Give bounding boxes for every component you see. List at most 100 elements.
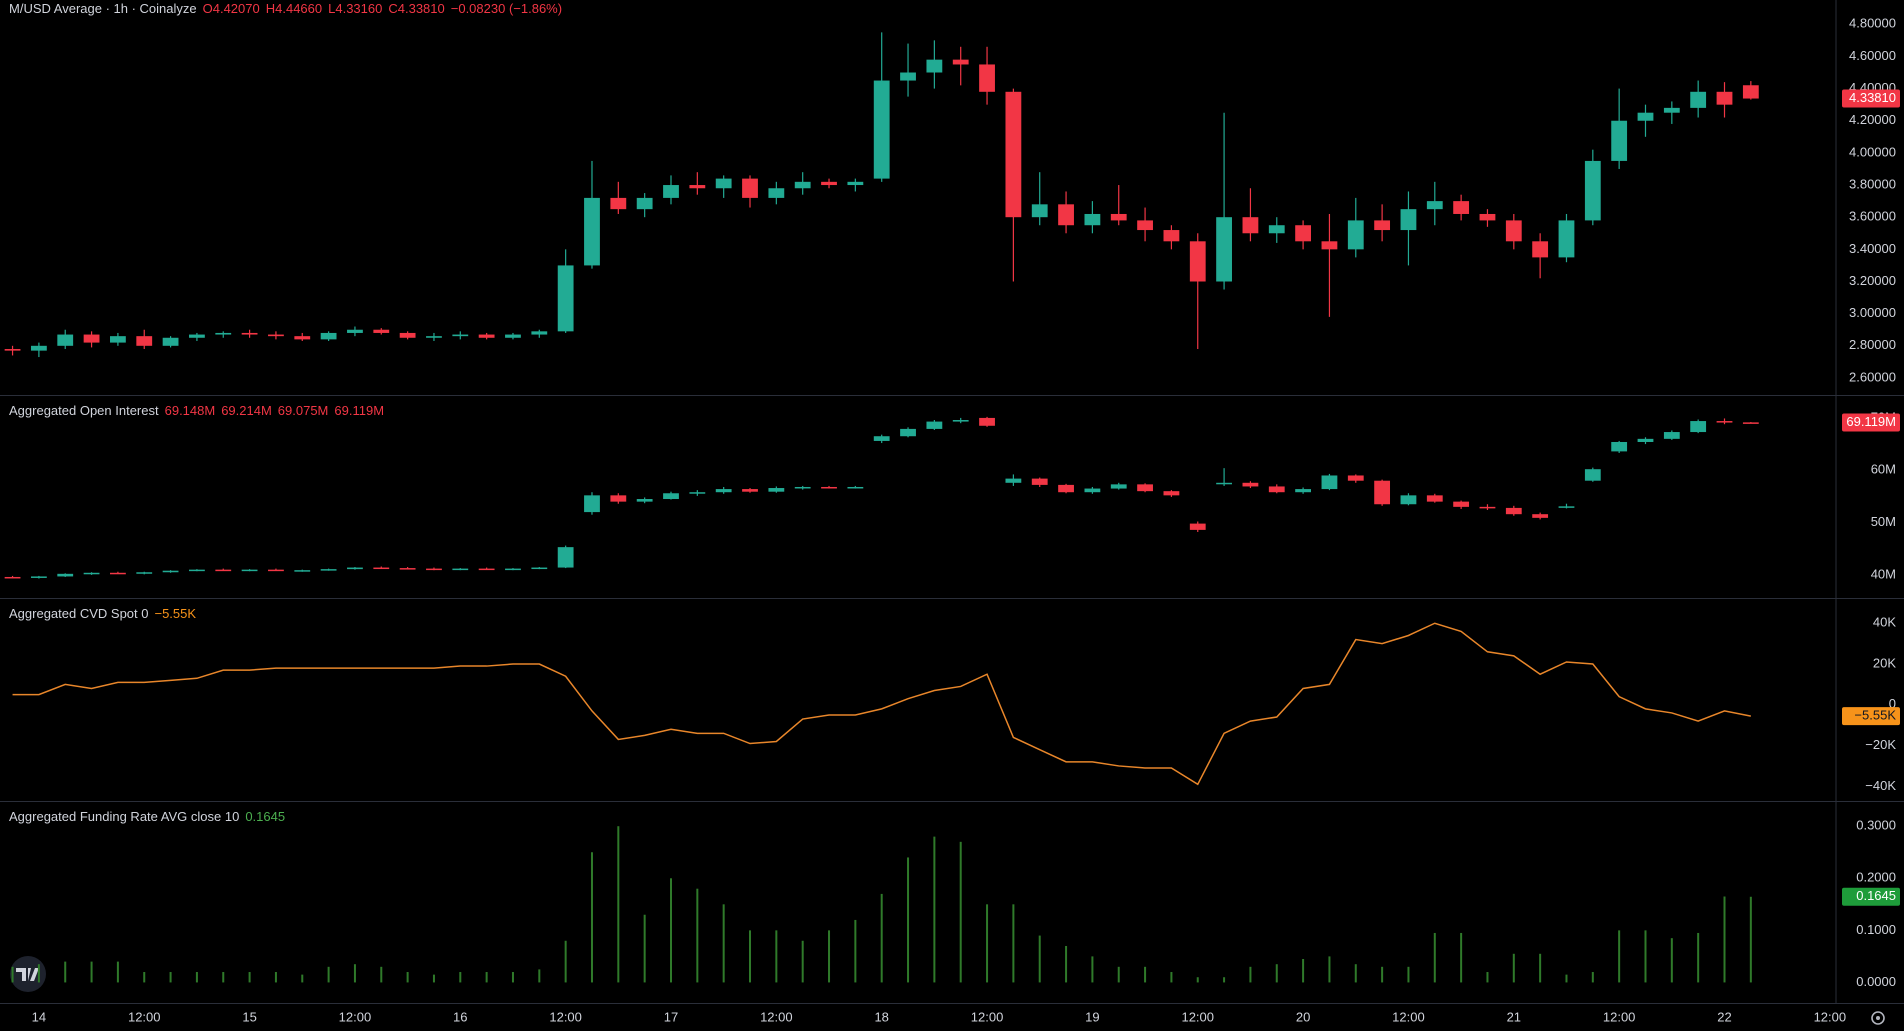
legend-value: 69.119M xyxy=(334,403,385,418)
candle-body xyxy=(1637,438,1654,442)
candle-body xyxy=(215,569,232,572)
price-tag-label: 4.33810 xyxy=(1849,90,1896,105)
funding-bar xyxy=(459,972,462,983)
candle-body xyxy=(926,421,943,429)
candle-body xyxy=(610,495,627,502)
x-tick-label: 12:00 xyxy=(1814,1009,1847,1024)
candle-body xyxy=(1242,482,1259,487)
funding-bar xyxy=(380,966,383,983)
candle-body xyxy=(1031,204,1048,218)
price-tag xyxy=(1842,89,1900,108)
candle-body xyxy=(1005,478,1022,483)
candle-body xyxy=(241,569,258,572)
candle-body xyxy=(979,64,995,92)
candle-body xyxy=(689,492,706,494)
y-tick-label: 2.60000 xyxy=(1849,369,1896,384)
funding-bar xyxy=(564,940,567,983)
funding-bar xyxy=(169,972,172,983)
candle-body xyxy=(1347,475,1364,481)
y-tick-label: 20K xyxy=(1873,655,1896,670)
candle-body xyxy=(900,72,916,81)
candle-body xyxy=(610,197,627,210)
candle-body xyxy=(452,334,469,337)
settings-icon[interactable] xyxy=(1871,1011,1885,1025)
candle-body xyxy=(294,336,311,340)
y-tick-label: 3.40000 xyxy=(1849,241,1896,256)
funding-bar xyxy=(1196,977,1199,983)
candle-body xyxy=(373,329,390,333)
funding-bar xyxy=(143,972,146,983)
candle-body xyxy=(768,188,785,198)
legend-title: Aggregated Open Interest xyxy=(9,403,159,418)
y-tick-label: 0.0000 xyxy=(1856,974,1896,989)
candle-body xyxy=(1663,432,1680,439)
funding-bar xyxy=(1328,956,1331,983)
tradingview-logo[interactable] xyxy=(10,956,46,992)
candle-body xyxy=(926,59,943,73)
funding-bar xyxy=(538,969,541,983)
funding-bar xyxy=(933,836,936,983)
candle-body xyxy=(505,568,521,571)
price-tag xyxy=(1842,707,1900,726)
y-tick-label: 0 xyxy=(1889,696,1896,711)
candle-body xyxy=(57,334,74,346)
y-tick-label: 4.60000 xyxy=(1849,48,1896,63)
funding-bar xyxy=(986,904,989,983)
gear-center xyxy=(1876,1016,1880,1020)
funding-bar xyxy=(669,878,672,983)
candle-body xyxy=(320,332,337,340)
legend-value: C4.33810 xyxy=(388,1,445,16)
candle-body xyxy=(1558,506,1575,508)
funding-bar xyxy=(1091,956,1094,983)
funding-bar xyxy=(274,972,277,983)
candle-body xyxy=(110,572,126,575)
gear-ring xyxy=(1871,1011,1885,1025)
x-tick-label: 14 xyxy=(32,1009,46,1024)
y-tick-label: −40K xyxy=(1865,778,1896,793)
candle-body xyxy=(663,185,679,198)
funding-bar xyxy=(1512,953,1515,983)
candle-body xyxy=(557,265,574,332)
candle-body xyxy=(83,572,100,575)
candle-body xyxy=(1268,225,1285,234)
candle-body xyxy=(426,336,442,338)
funding-bar xyxy=(511,972,514,983)
price-tag xyxy=(1842,887,1900,906)
candle-body xyxy=(1742,422,1759,424)
x-tick-label: 19 xyxy=(1085,1009,1099,1024)
candle-body xyxy=(1321,241,1338,250)
candle-body xyxy=(584,197,600,266)
candle-body xyxy=(1084,213,1101,226)
candle-body xyxy=(1558,220,1575,258)
pane-legend: M/USD Average · 1h · Coinalyze O4.42070 H4… xyxy=(9,1,562,16)
funding-bar xyxy=(1302,958,1305,983)
candle-body xyxy=(162,337,179,346)
candle-body xyxy=(189,569,205,572)
funding-bar xyxy=(222,972,225,983)
candle-body xyxy=(531,567,548,570)
price-tag xyxy=(1842,413,1900,432)
legend-title: Aggregated CVD Spot 0 xyxy=(9,606,149,621)
funding-bar xyxy=(1117,966,1120,983)
candle-body xyxy=(1479,213,1496,221)
x-tick-label: 12:00 xyxy=(1392,1009,1425,1024)
funding-bar xyxy=(696,888,699,983)
candle-body xyxy=(636,197,653,210)
candle-body xyxy=(189,334,205,338)
funding-bar xyxy=(90,961,93,983)
y-tick-label: 3.60000 xyxy=(1849,209,1896,224)
x-tick-label: 20 xyxy=(1296,1009,1310,1024)
candle-body xyxy=(531,331,548,335)
logo-mark xyxy=(16,968,39,981)
legend-value: −5.55K xyxy=(154,606,197,621)
x-tick-label: 18 xyxy=(874,1009,888,1024)
candle-body xyxy=(57,573,74,577)
candle-body xyxy=(4,576,21,579)
candle-body xyxy=(294,570,311,572)
funding-bar xyxy=(1144,966,1147,983)
candle-body xyxy=(478,334,495,338)
candle-body xyxy=(1058,484,1074,493)
candle-body xyxy=(4,349,21,351)
candle-body xyxy=(1453,501,1470,507)
y-tick-label: 0.2000 xyxy=(1856,870,1896,885)
